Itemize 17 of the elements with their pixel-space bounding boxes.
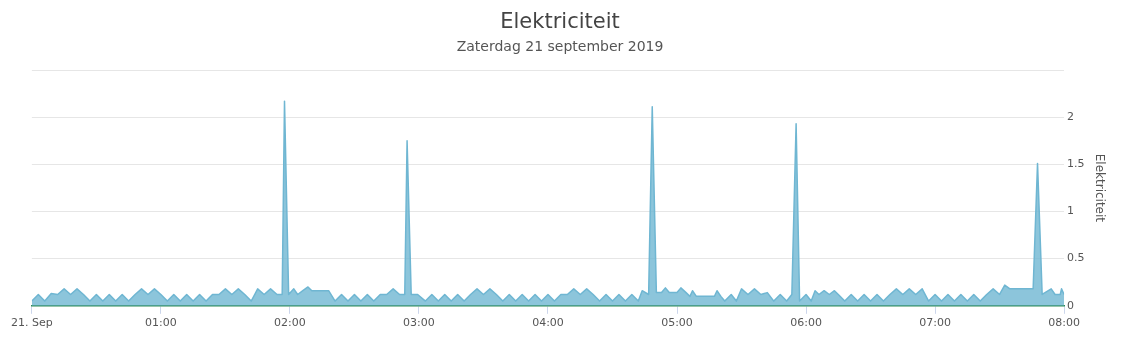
- y-tick-label: 1: [1067, 204, 1075, 218]
- x-tick-label: 02:00: [274, 316, 306, 330]
- x-tick-label: 06:00: [790, 316, 822, 330]
- x-tick-label: 01:00: [145, 316, 177, 330]
- y-axis-title: Elektriciteit: [1092, 153, 1107, 223]
- x-tick-label: 07:00: [919, 316, 951, 330]
- x-tick-label: 21. Sep: [10, 316, 53, 330]
- x-tick-label: 05:00: [661, 316, 693, 330]
- y-tick-label: 2: [1067, 110, 1075, 124]
- y-tick-label: 0.5: [1067, 251, 1085, 265]
- x-tick-label: 04:00: [532, 316, 564, 330]
- y-tick-label: 1.5: [1067, 157, 1085, 171]
- chart-subtitle: Zaterdag 21 september 2019: [456, 38, 664, 55]
- x-tick-label: 03:00: [403, 316, 435, 330]
- x-tick-label: 08:00: [1048, 316, 1080, 330]
- y-tick-label: 0: [1067, 298, 1075, 312]
- chart-title: Elektriciteit: [500, 9, 620, 34]
